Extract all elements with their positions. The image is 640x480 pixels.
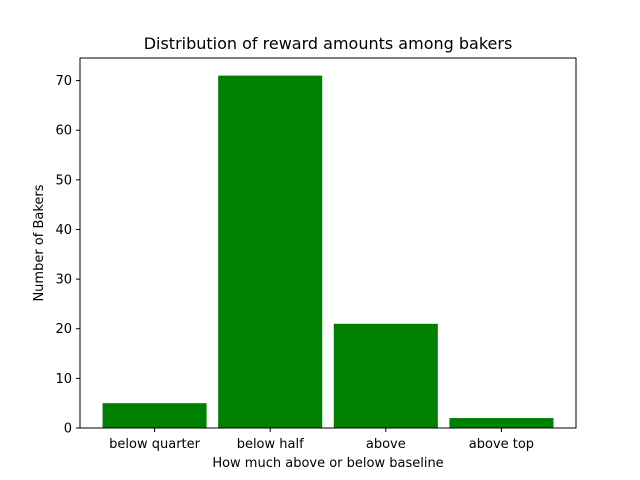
x-axis-label: How much above or below baseline: [212, 456, 443, 471]
chart-title: Distribution of reward amounts among bak…: [144, 34, 513, 53]
plot-frame: [79, 57, 577, 429]
y-tick-label: 60: [55, 124, 72, 139]
y-axis-label: Number of Bakers: [32, 184, 47, 301]
x-tick-label: below quarter: [109, 437, 200, 452]
y-tick-label: 30: [55, 273, 72, 288]
y-tick-label: 70: [55, 74, 72, 89]
y-tick-label: 20: [55, 322, 72, 337]
x-tick-label: above: [366, 437, 406, 452]
x-tick-label: above top: [469, 437, 534, 452]
x-axis: below quarter below half above above top: [109, 428, 534, 452]
y-axis: 0 10 20 30 40 50 60 70: [55, 74, 80, 437]
bar-below-half: [218, 75, 323, 428]
bar-above-top: [449, 418, 554, 428]
y-tick-label: 40: [55, 223, 72, 238]
bar-below-quarter: [102, 403, 207, 428]
x-tick-label: below half: [237, 437, 304, 452]
bar-above: [333, 323, 438, 428]
y-tick-label: 50: [55, 173, 72, 188]
y-tick-label: 10: [55, 372, 72, 387]
y-tick-label: 0: [64, 422, 72, 437]
bars-group: [102, 75, 554, 428]
